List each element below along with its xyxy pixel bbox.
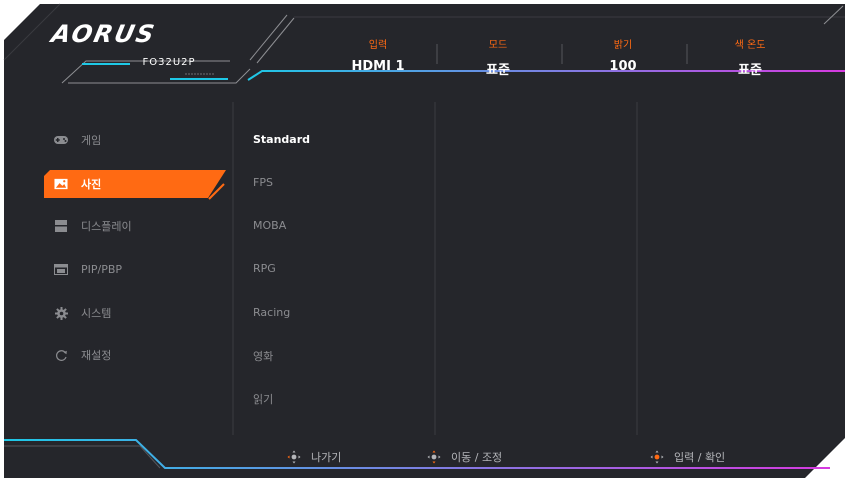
header-value: 표준: [738, 63, 762, 78]
sidebar-item-label: 재설정: [81, 349, 112, 362]
hint-exit: 나가기: [287, 449, 341, 465]
reset-icon: [54, 349, 68, 361]
joystick-exit-icon: [287, 450, 301, 464]
picture-icon: [54, 178, 68, 190]
header-value: 100: [609, 59, 637, 74]
pip-icon: [54, 263, 68, 275]
model-name: FO32U2P: [142, 57, 196, 68]
header-mode: 모드 표준: [438, 36, 558, 78]
display-icon: [54, 220, 68, 232]
picture-mode-fps[interactable]: FPS: [253, 176, 273, 189]
picture-mode-rpg[interactable]: RPG: [253, 262, 276, 275]
sidebar-item-pip-pbp[interactable]: PIP/PBP: [44, 255, 224, 283]
joystick-move-icon: [427, 450, 441, 464]
joystick-enter-icon: [650, 450, 664, 464]
sidebar-item-label: 시스템: [81, 307, 112, 320]
hint-label: 나가기: [311, 451, 342, 464]
header-value: 표준: [486, 63, 510, 78]
sidebar-item-system[interactable]: 시스템: [44, 299, 224, 327]
sidebar-item-label: 디스플레이: [81, 220, 132, 233]
hint-label: 입력 / 확인: [674, 451, 726, 464]
header-label: 색 온도: [734, 40, 766, 51]
picture-mode-reading[interactable]: 읽기: [253, 393, 274, 406]
sidebar-item-picture[interactable]: 사진: [44, 170, 224, 198]
sidebar-item-reset[interactable]: 재설정: [44, 341, 224, 369]
sidebar-item-label: 사진: [81, 178, 102, 191]
sidebar-item-game[interactable]: 게임: [44, 126, 224, 154]
header-label: 모드: [488, 40, 508, 51]
header-label: 밝기: [613, 40, 633, 51]
picture-mode-moba[interactable]: MOBA: [253, 219, 287, 232]
header-brightness: 밝기 100: [563, 36, 683, 74]
header-color-temp: 색 온도 표준: [690, 36, 810, 78]
aorus-logo: AORUS: [49, 20, 159, 48]
header-value: HDMI 1: [351, 59, 405, 74]
sidebar-item-label: PIP/PBP: [81, 262, 123, 276]
sidebar-item-display[interactable]: 디스플레이: [44, 212, 224, 240]
gamepad-icon: [54, 134, 68, 146]
hint-enter-confirm: 입력 / 확인: [650, 449, 725, 465]
hint-move-adjust: 이동 / 조정: [427, 449, 502, 465]
picture-mode-standard[interactable]: Standard: [253, 133, 311, 146]
hint-label: 이동 / 조정: [451, 451, 503, 464]
gear-icon: [54, 306, 68, 320]
picture-mode-movie[interactable]: 영화: [253, 350, 274, 363]
header-label: 입력: [368, 40, 388, 51]
sidebar-item-label: 게임: [81, 134, 102, 147]
picture-mode-racing[interactable]: Racing: [253, 306, 291, 319]
header-input: 입력 HDMI 1: [318, 36, 438, 74]
